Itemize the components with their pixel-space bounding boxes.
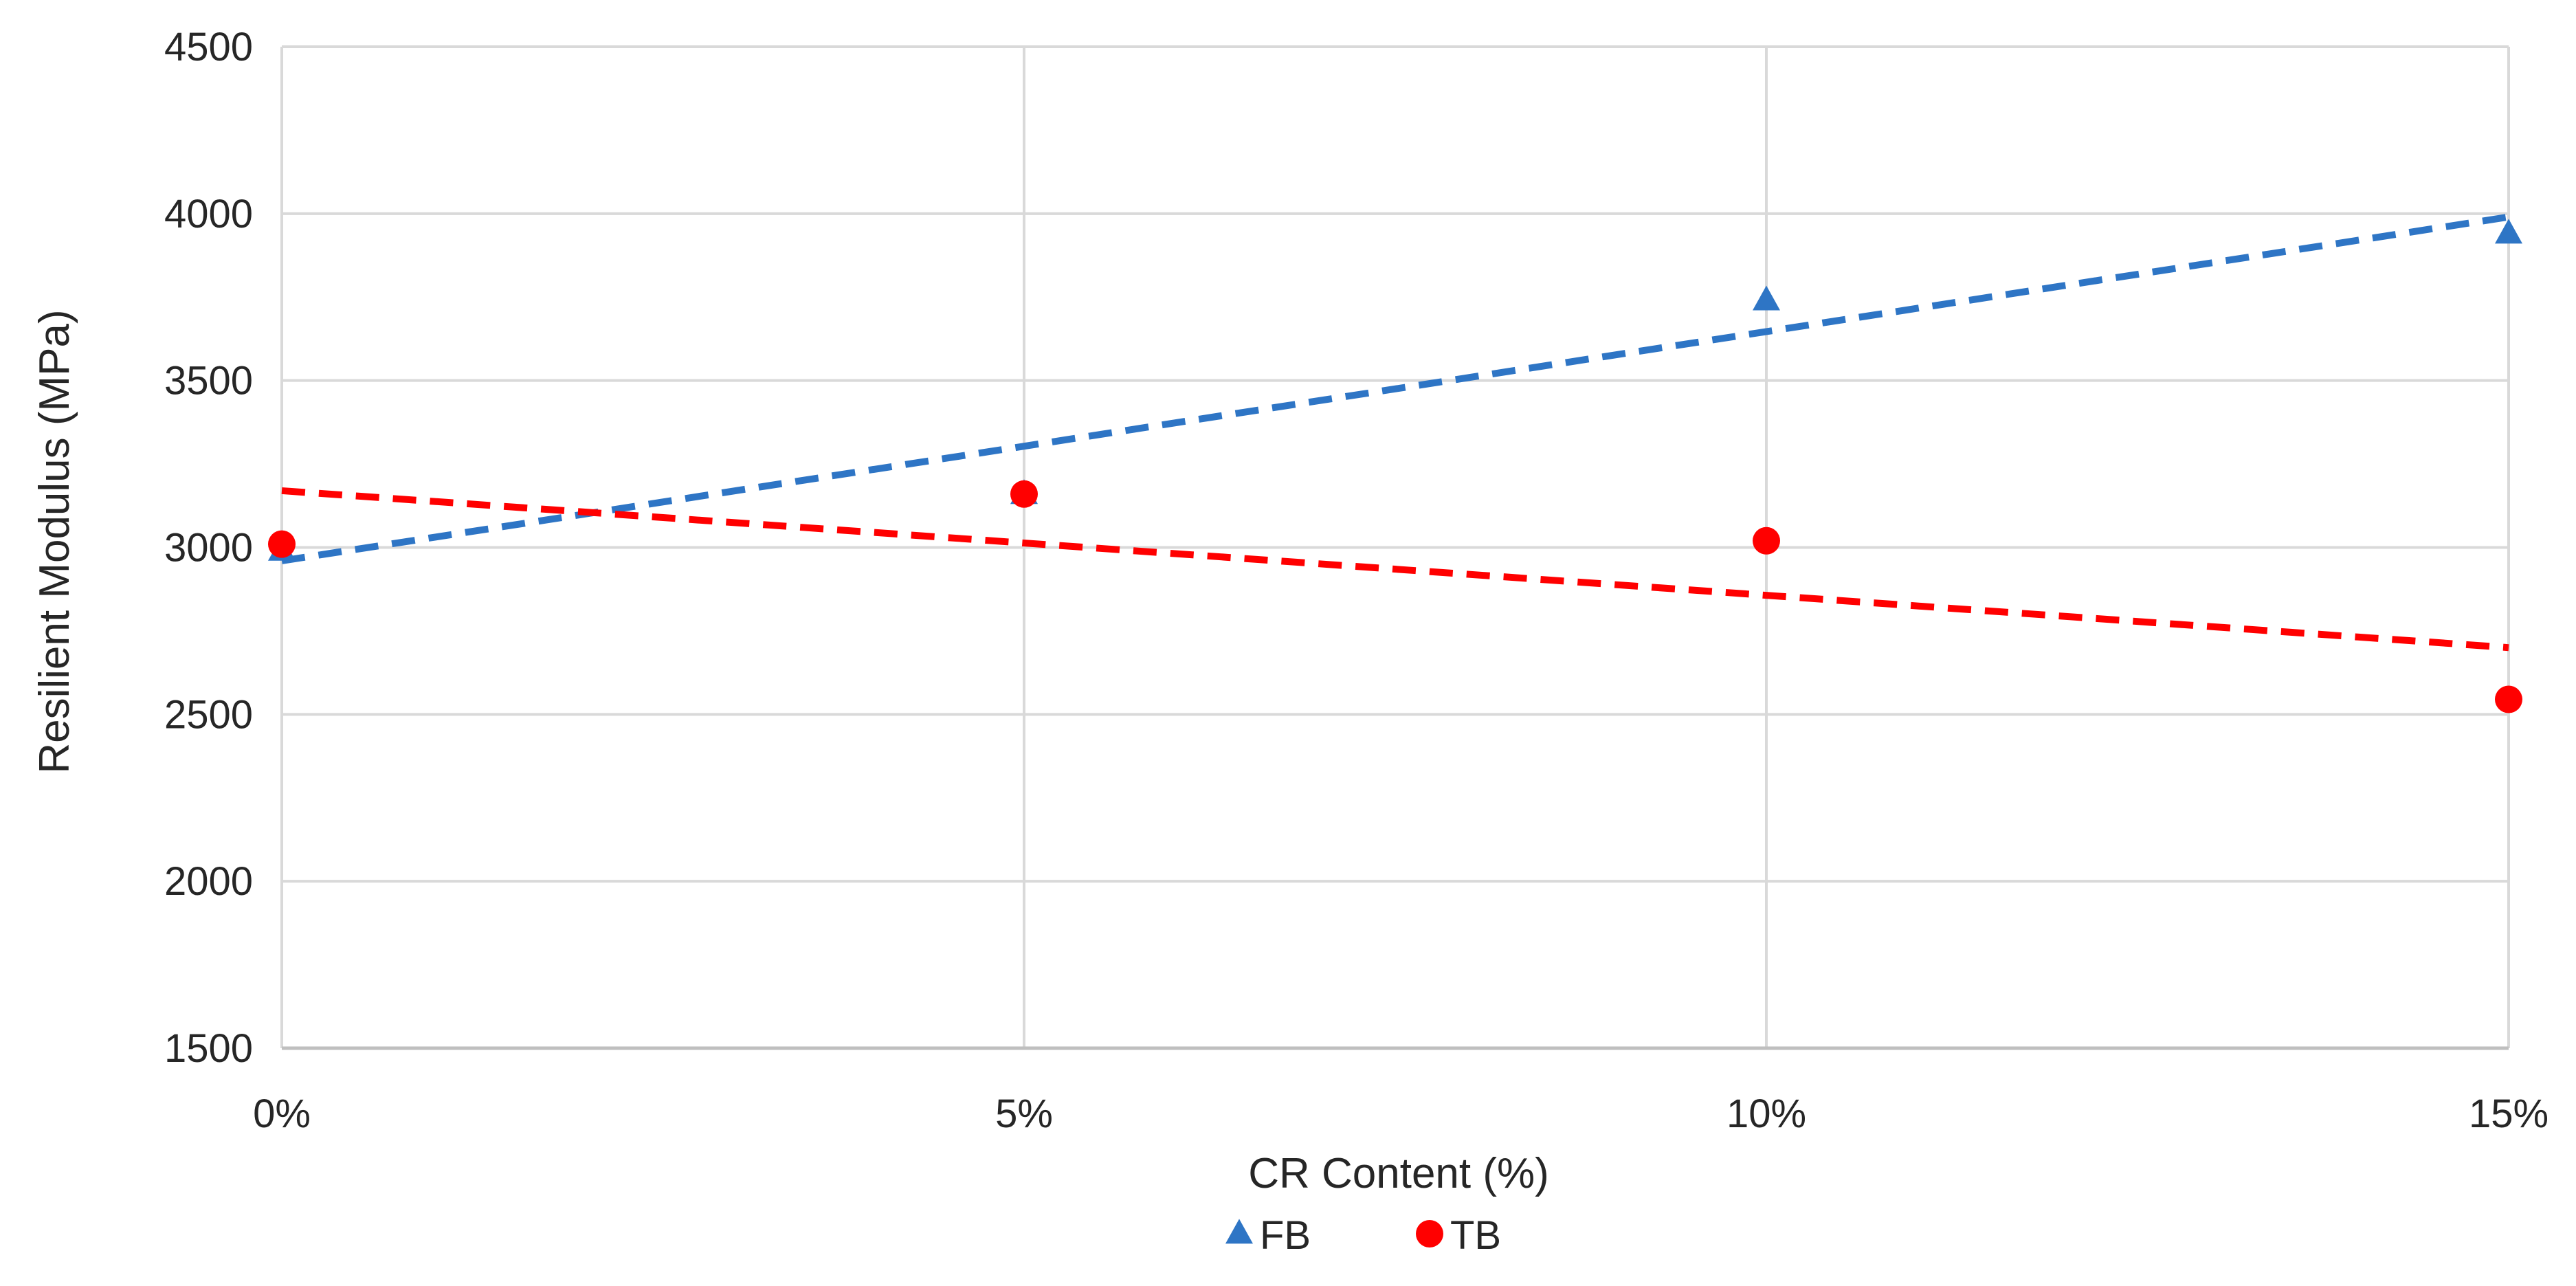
y-tick-label: 3000 <box>164 526 253 570</box>
y-tick-label: 2000 <box>164 859 253 904</box>
legend-marker-tb <box>1416 1220 1443 1248</box>
legend-label-tb: TB <box>1450 1213 1501 1258</box>
y-tick-label: 1500 <box>164 1026 253 1071</box>
x-tick-label: 5% <box>995 1091 1053 1136</box>
x-tick-label: 15% <box>2469 1091 2549 1136</box>
y-tick-label: 2500 <box>164 692 253 737</box>
x-axis-title: CR Content (%) <box>1248 1150 1549 1197</box>
x-tick-label: 10% <box>1726 1091 1806 1136</box>
y-tick-label: 3500 <box>164 359 253 403</box>
legend: FB TB <box>1225 1213 1501 1258</box>
grid <box>280 45 2510 1048</box>
y-axis-title: Resilient Modulus (MPa) <box>31 309 78 773</box>
y-tick-label: 4500 <box>164 25 253 69</box>
data-point-tb <box>2495 685 2522 713</box>
tick-labels: 1500 2000 2500 3000 3500 4000 4500 0% 5% 10% 15% <box>164 25 2549 1136</box>
data-point-fb <box>1753 285 1780 311</box>
x-tick-label: 0% <box>253 1091 311 1136</box>
data-points <box>268 219 2522 713</box>
data-point-tb <box>1010 480 1038 508</box>
data-point-fb <box>2495 219 2522 244</box>
data-point-tb <box>1753 526 1780 555</box>
legend-marker-fb <box>1225 1219 1253 1244</box>
legend-label-fb: FB <box>1260 1213 1311 1258</box>
trendlines <box>281 213 2509 652</box>
trendline-fb <box>281 213 2509 564</box>
data-point-tb <box>268 530 296 558</box>
trendline-tb <box>281 487 2509 652</box>
y-tick-label: 4000 <box>164 192 253 236</box>
